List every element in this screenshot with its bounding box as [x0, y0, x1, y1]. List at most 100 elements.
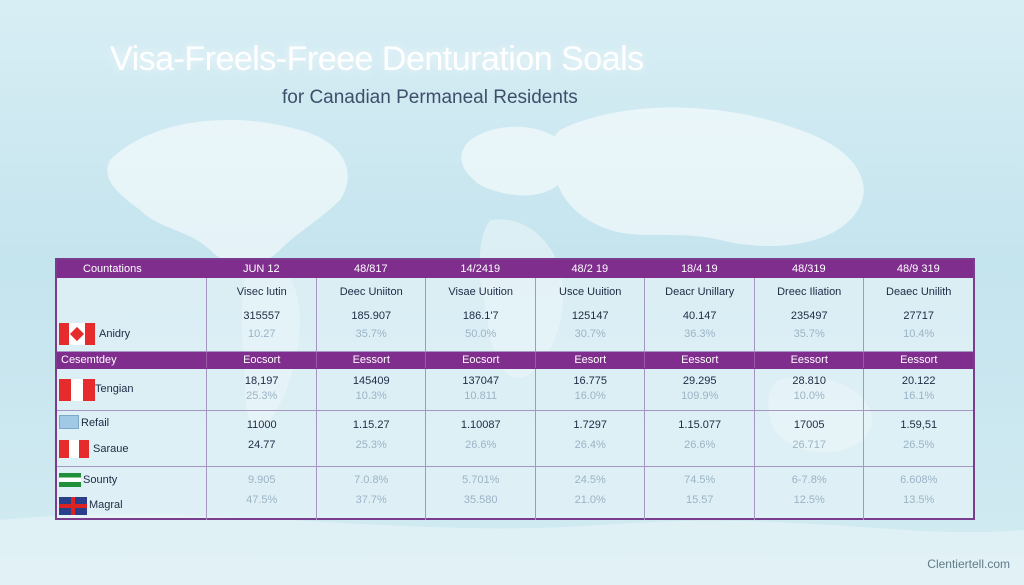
red-flag-icon [59, 440, 89, 458]
cell-value: 27717 [903, 310, 935, 322]
table-cell: 11000 24.77 [206, 411, 316, 466]
cell-label: Visec lutin [236, 286, 287, 298]
country-name: Sounty [83, 474, 118, 486]
header-cell: JUN 12 [242, 263, 280, 275]
cell-value: 29.295 [682, 375, 717, 387]
table-cell: 137047 10.811 [425, 369, 535, 410]
cell-label: Deaec Unilith [886, 286, 952, 298]
header-cell: 48/2 19 [571, 263, 609, 275]
cell-label: Deacr Unillary [665, 286, 735, 298]
table-cell: Eesort [534, 352, 645, 368]
table-row: Refail Saraue 11000 24.77 1.15.27 25.3% … [57, 411, 973, 467]
row-label-cell: Anidry [57, 278, 206, 351]
table-cell: 29.295 109.9% [644, 369, 754, 410]
cell-subvalue: 13.5% [903, 494, 935, 506]
table-cell: Deec Uniiton 185.907 35.7% [315, 278, 426, 351]
cell-value: 20.122 [901, 375, 936, 387]
cell-value: 137047 [462, 375, 500, 387]
cell-value: 1.10087 [460, 419, 501, 431]
table-cell: 7.0.8% 37.7% [315, 467, 426, 520]
table-cell: Dreec Iliation 235497 35.7% [753, 278, 864, 351]
table-cell: Eessort [644, 352, 754, 368]
row-label-cell: Sounty Magral [57, 467, 206, 520]
cell-label: Deec Uniiton [339, 286, 403, 298]
header-cell: 48/817 [353, 263, 388, 275]
cell-subvalue: 10.4% [903, 328, 935, 340]
row-label-cell: Refail Saraue [57, 411, 206, 466]
red-white-flag-icon [59, 379, 95, 401]
table-cell: 6.608% 13.5% [863, 467, 973, 520]
table-cell: 28.810 10.0% [753, 369, 864, 410]
table-cell: Eessort [753, 352, 864, 368]
cell-subvalue: 21.0% [574, 494, 606, 506]
header-cell: Countations [83, 263, 142, 275]
cell-subvalue: 26.6% [684, 439, 716, 451]
cell-value: 1.15.27 [352, 419, 390, 431]
table-row-section: Cesemtdey Eocsort Eessort Eocsort Eesort… [57, 352, 973, 369]
cell-subvalue: 26.717 [792, 439, 827, 451]
site-watermark: Clentiertell.com [927, 557, 1010, 571]
cell-subvalue: 10.3% [355, 390, 387, 402]
table-cell: Visae Uuition 186.1'7 50.0% [425, 278, 535, 351]
country-name: Saraue [93, 443, 129, 455]
cell-subvalue: 36.3% [684, 328, 716, 340]
cell-subvalue: 26.4% [574, 439, 606, 451]
cell-value: 28.810 [792, 375, 827, 387]
cell-value: 74.5% [684, 474, 716, 486]
cell-label: Dreec Iliation [777, 286, 842, 298]
cell-subvalue: 30.7% [574, 328, 606, 340]
cell-subvalue: 16.1% [903, 390, 935, 402]
cell-value: 40.147 [682, 310, 717, 322]
cell-value: 5.701% [462, 474, 500, 486]
cell-subvalue: 12.5% [793, 494, 825, 506]
header-cell: 48/319 [791, 263, 826, 275]
table-cell: Eocsort [206, 352, 316, 368]
cell-value: 145409 [352, 375, 390, 387]
table-cell: 1.7297 26.4% [534, 411, 645, 466]
cell-value: 1.59,51 [900, 419, 938, 431]
table-cell: Visec lutin 315557 10.27 [206, 278, 316, 351]
table-row: Anidry Visec lutin 315557 10.27 Deec Uni… [57, 278, 973, 352]
light-blue-flag-icon [59, 415, 79, 429]
table-header: Countations JUN 12 48/817 14/2419 48/2 1… [57, 260, 973, 278]
table-row: Tengian 18,197 25.3% 145409 10.3% 137047… [57, 369, 973, 411]
cell-value: 18,197 [244, 375, 279, 387]
cell-subvalue: 15.57 [685, 494, 714, 506]
table-cell: 1.10087 26.6% [425, 411, 535, 466]
cell-value: 24.5% [574, 474, 606, 486]
table-cell: Eocsort [425, 352, 535, 368]
country-name: Magral [89, 499, 123, 511]
green-flag-icon [59, 473, 81, 487]
cell-subvalue: 35.580 [463, 494, 498, 506]
cell-subvalue: 35.7% [355, 328, 387, 340]
table-cell: 74.5% 15.57 [644, 467, 754, 520]
table-cell: Deaec Unilith 27717 10.4% [863, 278, 973, 351]
table-row: Sounty Magral 9.905 47.5% 7.0.8% 37.7% 5… [57, 467, 973, 520]
cell-value: 235497 [790, 310, 828, 322]
canada-flag-icon [59, 323, 95, 345]
cell-subvalue: 10.811 [464, 390, 498, 402]
cell-value: 6-7.8% [791, 474, 827, 486]
cell-value: 17005 [793, 419, 825, 431]
cell-subvalue: 25.3% [355, 439, 387, 451]
row-label-cell: Tengian [57, 369, 206, 410]
cell-subvalue: 35.7% [793, 328, 825, 340]
cell-subvalue: 26.5% [903, 439, 935, 451]
table-cell: 17005 26.717 [753, 411, 864, 466]
page-title: Visa-Freels-Freee Denturation Soals [110, 40, 644, 78]
table-cell: Deacr Unillary 40.147 36.3% [644, 278, 754, 351]
cell-subvalue: 50.0% [465, 328, 497, 340]
table-cell: 20.122 16.1% [863, 369, 973, 410]
header-cell: 48/9 319 [896, 263, 940, 275]
cell-subvalue: 26.6% [465, 439, 497, 451]
cell-subvalue: 16.0% [574, 390, 606, 402]
page-subtitle: for Canadian Permaneal Residents [282, 87, 578, 108]
cell-value: 11000 [246, 419, 277, 431]
cell-value: 125147 [571, 310, 609, 322]
cell-value: 315557 [243, 310, 281, 322]
country-name: Tengian [95, 383, 134, 395]
table-cell: 16.775 16.0% [534, 369, 645, 410]
table-cell: Eessort [863, 352, 973, 368]
table-cell: Eessort [315, 352, 426, 368]
